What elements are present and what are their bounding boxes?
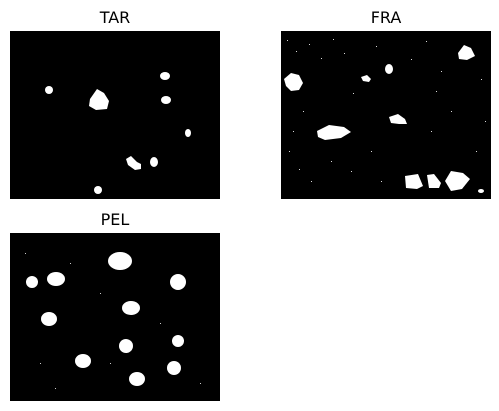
panel-fra: FRA [281, 9, 491, 201]
blob [126, 156, 141, 170]
blob [129, 372, 145, 386]
blob [389, 114, 407, 124]
blob [317, 125, 351, 140]
panel-pel: PEL [10, 211, 220, 403]
blob [94, 186, 102, 194]
panel-title: PEL [100, 210, 130, 229]
blob [284, 73, 303, 91]
mask-svg [284, 39, 486, 193]
blob [26, 276, 38, 288]
blob [119, 339, 133, 353]
blob [405, 174, 423, 189]
mask-svg [45, 72, 191, 194]
blob [41, 312, 57, 326]
blob [150, 157, 158, 167]
blob [89, 89, 109, 110]
blob [45, 86, 53, 94]
panel-title: TAR [99, 8, 131, 27]
binary-mask-image [10, 233, 220, 401]
blob [122, 301, 140, 315]
blob [445, 171, 470, 191]
blob [427, 174, 441, 188]
blob [385, 64, 393, 74]
panel-title: FRA [370, 8, 402, 27]
panel-tar: TAR [10, 9, 220, 201]
blob [170, 274, 186, 290]
blob [47, 272, 65, 286]
binary-mask-image [10, 31, 220, 199]
blob [361, 75, 371, 82]
blob [458, 45, 475, 60]
blob [75, 354, 91, 368]
binary-mask-image [281, 31, 491, 199]
blob [160, 72, 170, 80]
blob [172, 335, 184, 347]
blob [161, 96, 171, 104]
blob [185, 129, 191, 137]
mask-svg [25, 252, 201, 389]
blob [167, 361, 181, 375]
blob [478, 189, 484, 193]
blob [108, 252, 132, 270]
